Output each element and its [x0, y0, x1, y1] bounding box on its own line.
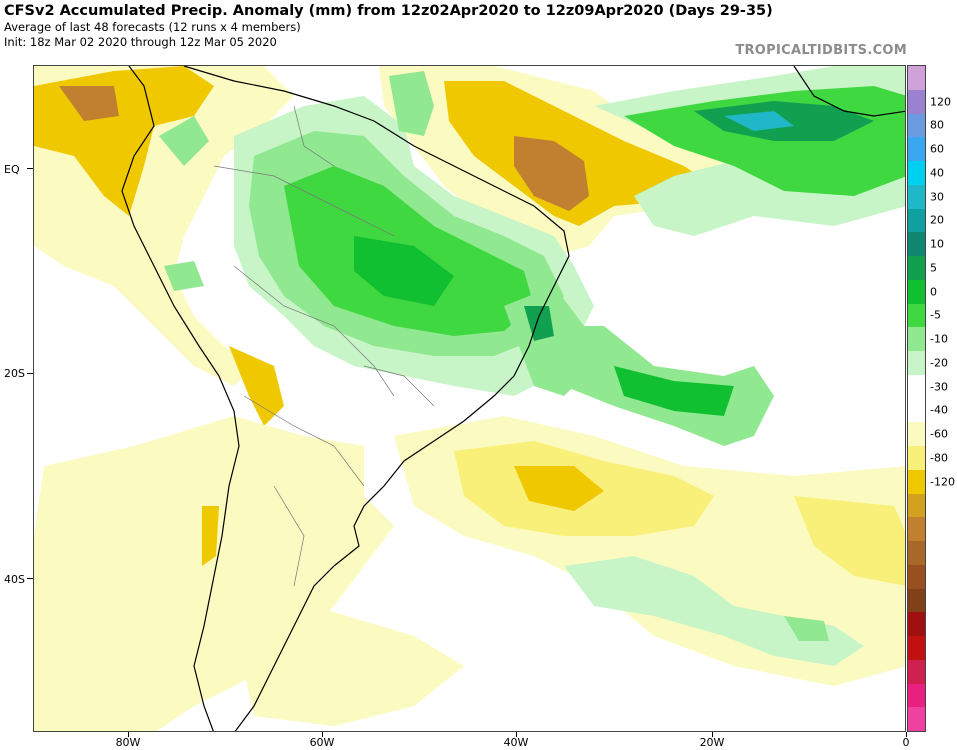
lon-tick-60w	[322, 732, 323, 737]
wet-south-atlantic-scatter-b	[784, 616, 829, 641]
colorbar-swatch	[908, 279, 925, 304]
lon-label-0: 0	[902, 736, 910, 749]
colorbar	[907, 65, 926, 732]
wet-peru-strip	[164, 261, 204, 291]
lat-label-eq: EQ	[4, 163, 20, 176]
colorbar-swatch	[908, 256, 925, 280]
colorbar-label: 30	[930, 190, 944, 204]
borders	[213, 105, 435, 587]
dry-andes-peru	[229, 346, 284, 426]
colorbar-label: -60	[930, 427, 948, 441]
colorbar-swatch	[908, 517, 925, 541]
lon-label-80w: 80W	[115, 736, 141, 749]
lat-label-20s: 20S	[4, 367, 25, 380]
lat-tick-40s	[27, 578, 33, 579]
colorbar-swatch	[908, 66, 925, 90]
colorbar-label: 20	[930, 213, 944, 227]
colorbar-swatch	[908, 612, 925, 636]
header: CFSv2 Accumulated Precip. Anomaly (mm) f…	[4, 2, 954, 50]
init-time: Init: 18z Mar 02 2020 through 12z Mar 05…	[4, 35, 277, 49]
colorbar-swatch	[908, 327, 925, 351]
colorbar-swatch	[908, 541, 925, 565]
colorbar-swatch	[908, 564, 925, 589]
lat-tick-20s	[27, 373, 33, 374]
colorbar-swatch	[908, 208, 925, 233]
colorbar-label: -120	[930, 475, 955, 489]
coastlines	[121, 66, 905, 731]
lat-label-40s: 40S	[4, 573, 25, 586]
dry-south-atlantic-east	[794, 496, 905, 586]
colorbar-swatch	[908, 232, 925, 256]
wet-andes-north	[159, 116, 209, 166]
lon-tick-80w	[128, 732, 129, 737]
colorbar-swatch	[908, 588, 925, 613]
dry-atlantic-equatorial-core	[514, 136, 589, 211]
colorbar-swatch	[908, 707, 925, 731]
colorbar-label: 40	[930, 166, 944, 180]
colorbar-swatch	[908, 351, 925, 375]
colorbar-swatch	[908, 184, 925, 209]
colorbar-label: -5	[930, 308, 941, 322]
colorbar-swatch	[908, 137, 925, 161]
colorbar-swatch	[908, 113, 925, 138]
colorbar-swatch	[908, 659, 925, 684]
dry-patagonia-sea	[234, 606, 464, 726]
colorbar-swatch	[908, 89, 925, 114]
colorbar-label: 80	[930, 118, 944, 132]
map-subtitle: Average of last 48 forecasts (12 runs x …	[4, 20, 301, 34]
colorbar-swatch	[908, 683, 925, 708]
brand-watermark[interactable]: TROPICALTIDBITS.COM	[735, 43, 907, 58]
dry-colombia-core	[59, 86, 119, 121]
lon-tick-20w	[712, 732, 713, 737]
lon-tick-0	[906, 732, 907, 737]
wet-gulf-guinea-deep	[724, 111, 794, 131]
wet-south-atlantic-scatter	[564, 556, 864, 666]
wet-south-atlantic-band-core	[614, 366, 734, 416]
colorbar-label: 60	[930, 142, 944, 156]
wet-guianas	[389, 71, 434, 136]
lon-tick-40w	[516, 732, 517, 737]
colorbar-swatch	[908, 398, 925, 423]
colorbar-swatch	[908, 161, 925, 185]
precip-anomaly-map[interactable]	[33, 65, 906, 732]
colorbar-swatch	[908, 469, 925, 494]
colorbar-label: 5	[930, 261, 937, 275]
dry-south-atlantic-core	[514, 466, 604, 511]
wet-east-coast-core	[524, 306, 554, 341]
colorbar-label: -40	[930, 403, 948, 417]
dry-chile-strip	[202, 506, 219, 566]
lat-tick-eq	[27, 168, 33, 169]
map-title: CFSv2 Accumulated Precip. Anomaly (mm) f…	[4, 3, 773, 19]
colorbar-swatch	[908, 303, 925, 328]
colorbar-label: 120	[930, 95, 951, 109]
colorbar-label: 0	[930, 285, 937, 299]
colorbar-label: -80	[930, 451, 948, 465]
colorbar-label: 10	[930, 237, 944, 251]
lon-label-60w: 60W	[309, 736, 335, 749]
colorbar-swatch	[908, 493, 925, 518]
colorbar-swatch	[908, 446, 925, 470]
colorbar-swatch	[908, 374, 925, 399]
colorbar-label: -10	[930, 332, 948, 346]
lon-label-40w: 40W	[503, 736, 529, 749]
wet-amazon-deep	[354, 236, 454, 306]
colorbar-swatch	[908, 422, 925, 446]
colorbar-swatch	[908, 636, 925, 660]
colorbar-label: -30	[930, 380, 948, 394]
lon-label-20w: 20W	[699, 736, 725, 749]
map-canvas	[34, 66, 905, 731]
colorbar-label: -20	[930, 356, 948, 370]
